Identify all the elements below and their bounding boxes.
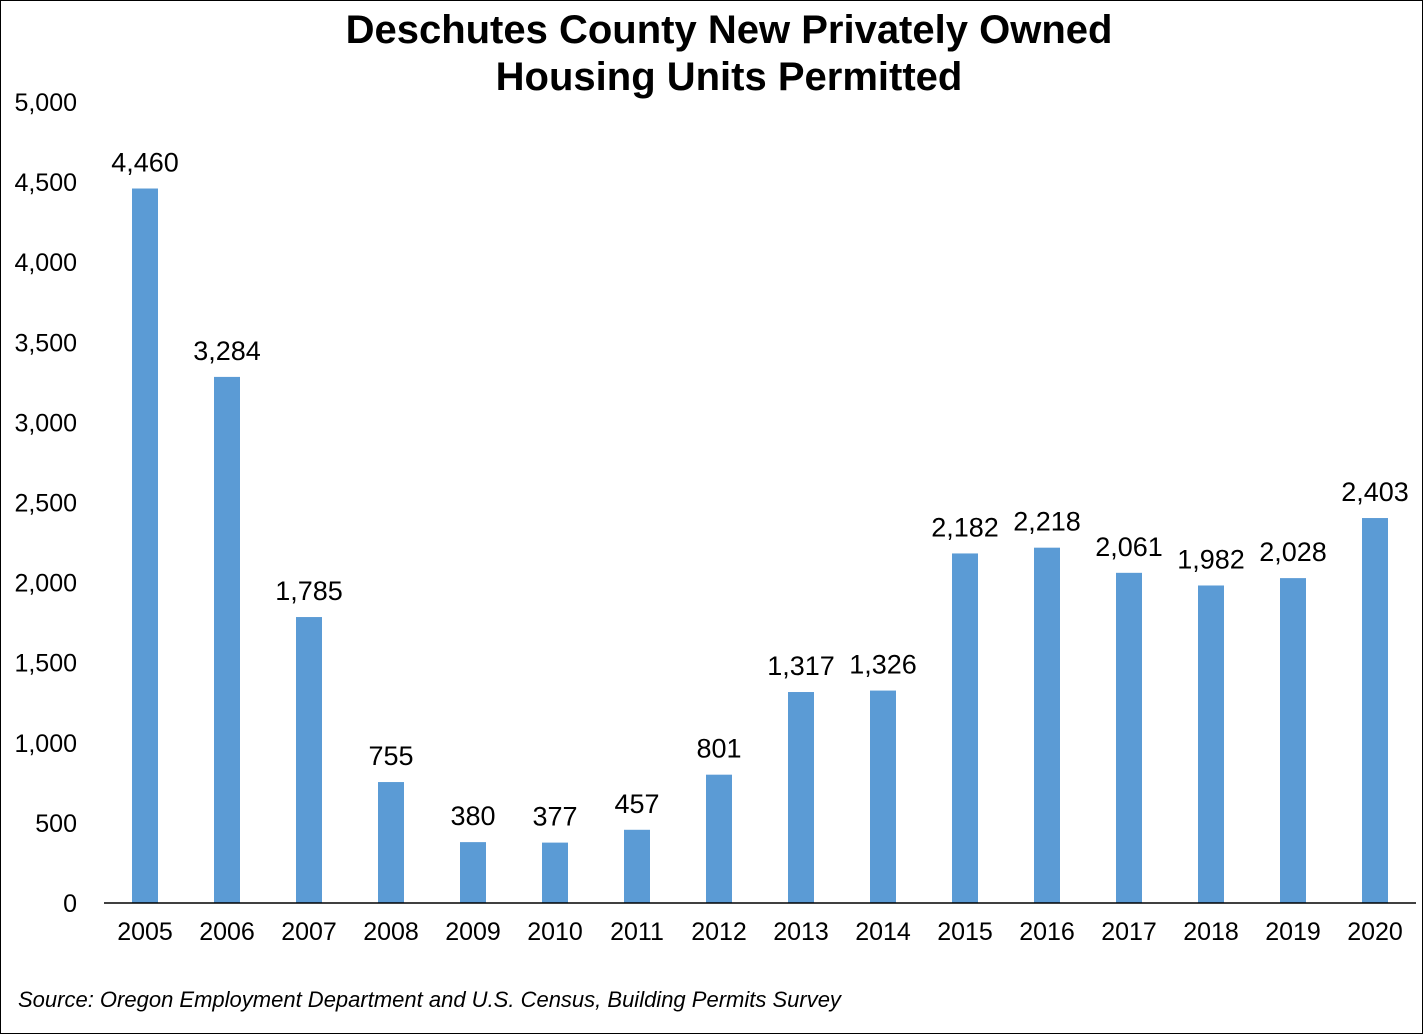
bar-2007 xyxy=(296,617,322,903)
x-tick-label: 2019 xyxy=(1265,918,1321,946)
y-tick-label: 3,500 xyxy=(14,329,77,357)
y-tick-label: 4,500 xyxy=(14,169,77,197)
bar-2014 xyxy=(870,690,896,903)
bar-2005 xyxy=(132,188,158,903)
bar-2013 xyxy=(788,692,814,903)
x-axis-tick-labels: 2005 2006 2007 2008 2009 2010 2011 2012 2013 2014… xyxy=(117,918,1403,946)
bar-2008 xyxy=(378,782,404,903)
source-note: Source: Oregon Employment Department and… xyxy=(18,987,843,1012)
bar-2019 xyxy=(1280,578,1306,903)
chart-title-line-1: Deschutes County New Privately Owned xyxy=(346,8,1113,52)
data-label: 377 xyxy=(532,802,577,832)
x-tick-label: 2009 xyxy=(445,918,501,946)
data-label: 755 xyxy=(368,741,413,771)
data-label: 380 xyxy=(450,801,495,831)
bar-2015 xyxy=(952,553,978,903)
data-label: 1,317 xyxy=(767,651,835,681)
x-tick-label: 2017 xyxy=(1101,918,1157,946)
data-label: 1,785 xyxy=(275,576,343,606)
y-tick-label: 5,000 xyxy=(14,89,77,117)
y-tick-label: 0 xyxy=(63,890,77,918)
x-tick-label: 2012 xyxy=(691,918,747,946)
data-label: 4,460 xyxy=(111,148,179,178)
bar-2011 xyxy=(624,829,650,903)
bar-2017 xyxy=(1116,572,1142,903)
x-tick-label: 2018 xyxy=(1183,918,1239,946)
bars-group xyxy=(132,188,1388,903)
y-tick-label: 2,000 xyxy=(14,570,77,598)
x-tick-label: 2007 xyxy=(281,918,337,946)
y-tick-label: 4,000 xyxy=(14,249,77,277)
x-tick-label: 2008 xyxy=(363,918,419,946)
x-tick-label: 2015 xyxy=(937,918,993,946)
data-label: 3,284 xyxy=(193,336,261,366)
data-label: 457 xyxy=(614,789,659,819)
bar-2009 xyxy=(460,842,486,903)
bar-2012 xyxy=(706,774,732,903)
data-label: 2,028 xyxy=(1259,537,1327,567)
y-tick-label: 2,500 xyxy=(14,490,77,518)
chart-title-line-2: Housing Units Permitted xyxy=(496,55,963,99)
x-tick-label: 2020 xyxy=(1347,918,1403,946)
bar-2016 xyxy=(1034,547,1060,903)
data-label: 2,403 xyxy=(1341,477,1409,507)
data-label: 801 xyxy=(696,734,741,764)
data-label: 2,182 xyxy=(931,512,999,542)
x-tick-label: 2013 xyxy=(773,918,829,946)
x-tick-label: 2011 xyxy=(610,918,664,946)
data-label: 1,982 xyxy=(1177,544,1245,574)
data-labels-group: 4,460 3,284 1,785 755 380 377 457 801 1,317 1,326… xyxy=(111,148,1409,832)
bar-2010 xyxy=(542,842,568,903)
x-tick-label: 2014 xyxy=(855,918,911,946)
x-tick-label: 2016 xyxy=(1019,918,1075,946)
x-tick-label: 2005 xyxy=(117,918,173,946)
bar-2006 xyxy=(214,376,240,903)
y-tick-label: 3,000 xyxy=(14,409,77,437)
x-tick-label: 2010 xyxy=(527,918,583,946)
y-tick-label: 500 xyxy=(35,810,77,838)
bar-2020 xyxy=(1362,518,1388,903)
data-label: 2,061 xyxy=(1095,532,1163,562)
y-tick-label: 1,500 xyxy=(14,650,77,678)
data-label: 1,326 xyxy=(849,650,917,680)
bar-2018 xyxy=(1198,585,1224,903)
y-axis-tick-labels: 0 500 1,000 1,500 2,000 2,500 3,000 3,500 4,000 4… xyxy=(14,89,77,918)
data-label: 2,218 xyxy=(1013,507,1081,537)
y-tick-label: 1,000 xyxy=(14,730,77,758)
x-tick-label: 2006 xyxy=(199,918,255,946)
